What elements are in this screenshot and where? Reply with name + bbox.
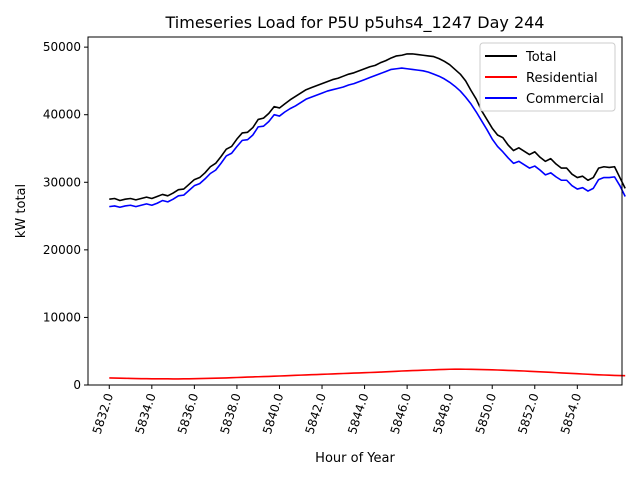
y-axis: 0 10000 20000 30000 40000 50000 xyxy=(43,40,88,392)
y-tick-label: 40000 xyxy=(43,108,81,122)
legend-label-residential: Residential xyxy=(526,71,598,86)
series-line-residential xyxy=(109,368,626,380)
x-axis-label: Hour of Year xyxy=(315,451,395,466)
y-tick-label: 10000 xyxy=(43,310,81,324)
y-tick-label: 50000 xyxy=(43,40,81,54)
series-line-total xyxy=(109,53,626,202)
legend-label-total: Total xyxy=(525,50,556,65)
plot-frame xyxy=(87,36,623,386)
y-tick-label: 30000 xyxy=(43,175,81,189)
y-tick-label: 0 xyxy=(73,378,81,392)
legend: Total Residential Commercial xyxy=(479,42,616,112)
series-line-commercial xyxy=(109,67,626,209)
y-tick-label: 20000 xyxy=(43,243,81,257)
series-layer xyxy=(109,53,626,380)
chart-title: Timeseries Load for P5U p5uhs4_1247 Day … xyxy=(165,13,545,33)
y-axis-label: kW total xyxy=(14,184,29,238)
legend-box xyxy=(479,42,616,112)
legend-label-commercial: Commercial xyxy=(526,92,604,107)
